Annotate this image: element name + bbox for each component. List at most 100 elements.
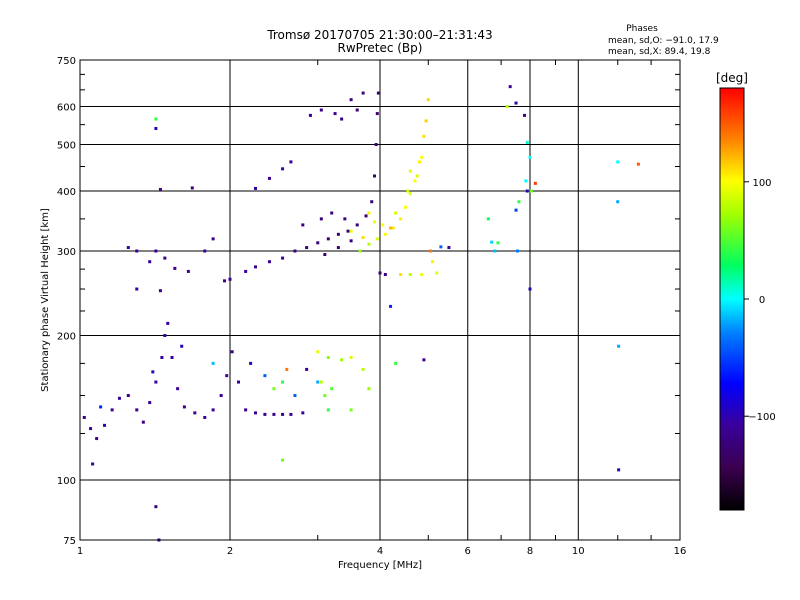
data-point [525, 140, 529, 144]
x-tick-label: 10 [572, 546, 585, 557]
data-point [182, 405, 186, 409]
series-upper-layer [126, 91, 387, 293]
data-point [508, 85, 512, 89]
data-point [103, 423, 107, 427]
colorbar-tick-label: 0 [759, 295, 765, 306]
y-tick-label: 750 [57, 56, 76, 67]
colorbar: [deg] 100 0 −100 [716, 71, 776, 511]
data-point [99, 405, 103, 409]
data-point [148, 401, 152, 405]
data-point [193, 411, 197, 415]
data-point [203, 415, 207, 419]
data-point [361, 367, 365, 371]
phase-heading: Phases [626, 24, 658, 34]
data-point [617, 468, 621, 472]
data-point [486, 217, 490, 221]
data-point [228, 277, 232, 281]
data-point [415, 174, 419, 178]
data-point [340, 358, 344, 362]
data-point [225, 374, 229, 378]
data-point [616, 200, 620, 204]
data-point [514, 208, 518, 212]
data-point [272, 412, 276, 416]
data-point [89, 427, 93, 431]
data-point [154, 380, 158, 384]
data-point [158, 187, 162, 191]
data-point [426, 98, 430, 102]
data-point [253, 411, 257, 415]
data-point [135, 287, 139, 291]
data-point [190, 186, 194, 190]
data-point [281, 458, 285, 462]
data-point [160, 355, 164, 359]
x-tick-label: 2 [227, 546, 233, 557]
data-point [525, 189, 529, 193]
data-point [373, 220, 377, 224]
data-point [141, 420, 145, 424]
data-point [496, 241, 500, 245]
data-point [349, 98, 353, 102]
x-tick-label: 6 [465, 546, 471, 557]
data-point [439, 245, 443, 249]
data-point [370, 200, 374, 204]
data-point [435, 271, 439, 275]
data-point [367, 387, 371, 391]
data-point [424, 119, 428, 123]
plot-area [79, 59, 681, 542]
x-tick-label: 16 [674, 546, 687, 557]
data-point [281, 380, 285, 384]
data-point [154, 117, 158, 121]
data-point [408, 169, 412, 173]
data-point [533, 181, 537, 185]
data-point [170, 355, 174, 359]
data-point [355, 108, 359, 112]
data-point [126, 394, 130, 398]
data-point [394, 361, 398, 365]
data-point [420, 155, 424, 159]
data-point [636, 162, 640, 166]
data-point [349, 239, 353, 243]
data-point [186, 269, 190, 273]
data-point [333, 112, 337, 116]
data-point [514, 101, 518, 105]
data-point [355, 223, 359, 227]
data-point [326, 355, 330, 359]
data-point [135, 408, 139, 412]
data-point [219, 394, 223, 398]
data-point [126, 246, 130, 250]
data-point [336, 232, 340, 236]
data-point [316, 350, 320, 354]
data-point [319, 217, 323, 221]
colorbar-ticks: 100 0 −100 [744, 178, 776, 423]
data-point [289, 160, 293, 164]
data-point [323, 394, 327, 398]
data-point [517, 200, 521, 204]
data-point [151, 370, 155, 374]
y-tick-label: 300 [57, 247, 76, 258]
data-point [82, 415, 86, 419]
data-point [389, 304, 393, 308]
data-point [326, 408, 330, 412]
data-point [154, 505, 158, 509]
data-point [346, 229, 350, 233]
data-point [253, 186, 257, 190]
data-point [349, 355, 353, 359]
data-points [82, 85, 640, 542]
data-point [249, 361, 253, 365]
y-axis-ticks: 75 100 200 300 400 500 600 750 [57, 56, 76, 547]
data-point [180, 344, 184, 348]
data-point [383, 273, 387, 277]
data-point [399, 217, 403, 221]
data-point [389, 226, 393, 230]
data-point [253, 265, 257, 269]
data-point [211, 237, 215, 241]
data-point [316, 380, 320, 384]
data-point [493, 249, 497, 253]
data-point [223, 279, 227, 283]
data-point [326, 237, 330, 241]
series-scattered [91, 85, 640, 542]
data-point [301, 411, 305, 415]
data-point [413, 179, 417, 183]
data-point [376, 91, 380, 95]
